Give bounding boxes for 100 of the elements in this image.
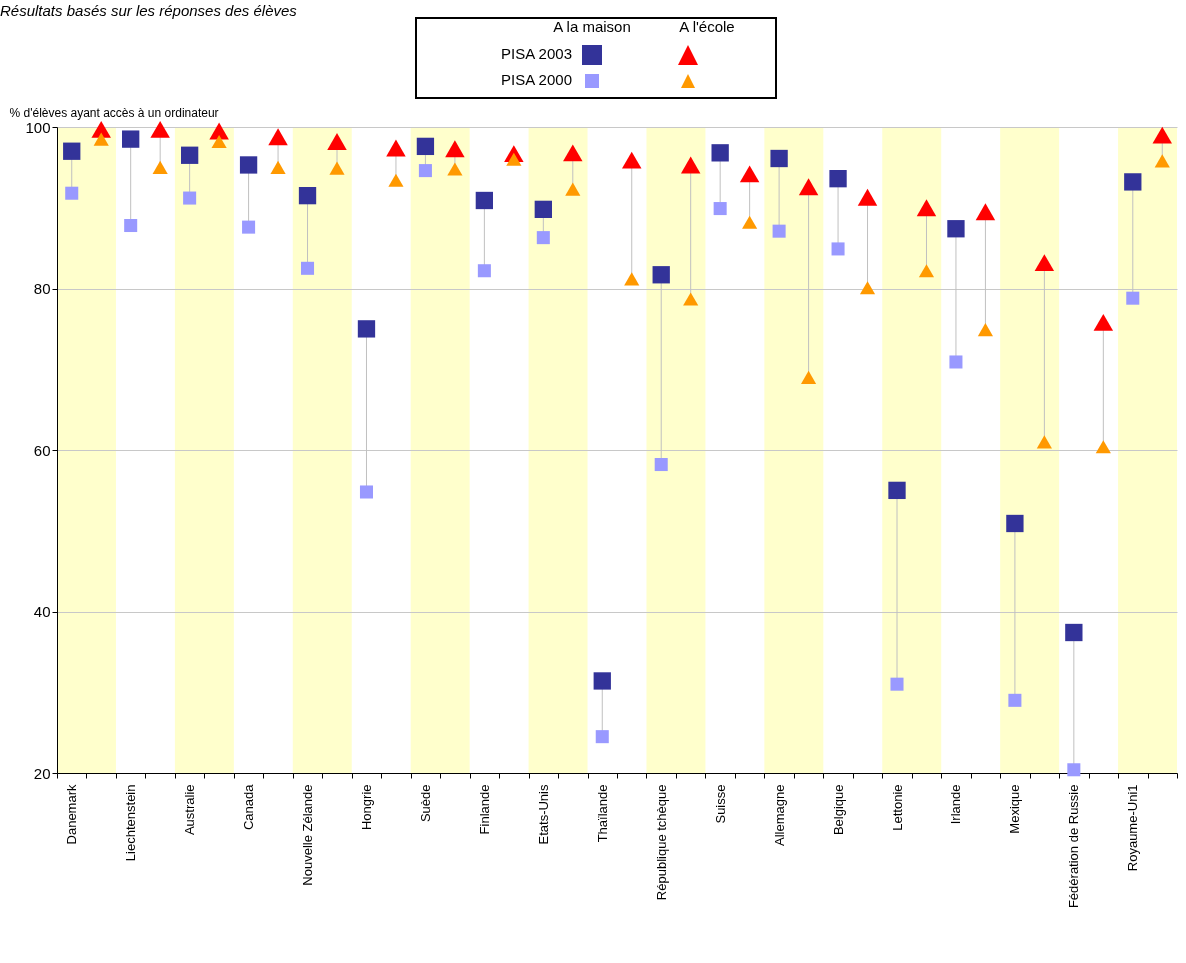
point xyxy=(477,264,491,278)
point xyxy=(1126,291,1140,305)
point xyxy=(447,162,463,176)
point xyxy=(739,165,760,183)
x-tick-label: Nouvelle Zélande xyxy=(300,784,316,886)
point xyxy=(831,242,845,256)
point xyxy=(621,151,642,169)
text: A la maison xyxy=(552,18,632,35)
point xyxy=(798,178,819,196)
point xyxy=(1006,514,1024,533)
point xyxy=(536,231,550,245)
y-tick-label: 100 xyxy=(25,118,51,136)
legend-label: PISA 2000 xyxy=(501,71,572,88)
point xyxy=(916,199,937,217)
point xyxy=(857,188,878,206)
point xyxy=(1036,435,1052,449)
chart-title: Résultats basés sur les réponses des élèves xyxy=(0,2,297,19)
point xyxy=(122,130,140,148)
point xyxy=(683,292,699,306)
point xyxy=(652,266,670,284)
point xyxy=(329,161,345,175)
point xyxy=(359,485,373,499)
point xyxy=(975,203,996,221)
point xyxy=(301,261,315,275)
point xyxy=(1034,254,1055,272)
x-tick-label: Royaume-Uni1 xyxy=(1125,784,1141,872)
point xyxy=(949,355,963,369)
point xyxy=(65,186,79,200)
point xyxy=(93,132,109,146)
point xyxy=(357,320,376,338)
point xyxy=(918,264,935,278)
point xyxy=(1154,154,1170,168)
point xyxy=(1095,440,1111,454)
point xyxy=(742,215,758,229)
point xyxy=(152,160,168,174)
y-tick-label: 60 xyxy=(33,441,51,459)
legend-label: PISA 2003 xyxy=(501,45,572,62)
point xyxy=(829,170,847,188)
point xyxy=(270,160,286,174)
point xyxy=(506,152,522,166)
point xyxy=(801,370,817,384)
point xyxy=(445,140,465,158)
x-tick-label: Allemagne xyxy=(771,784,787,846)
point xyxy=(772,224,786,238)
x-tick-label: Canada xyxy=(241,783,257,831)
x-tick-label: Belgique xyxy=(830,784,846,836)
point xyxy=(680,156,701,174)
x-tick-label: Suisse xyxy=(712,784,728,824)
x-tick-label: Finlande xyxy=(476,784,492,835)
x-tick-label: Hongrie xyxy=(358,784,374,831)
x-tick-label: Irlande xyxy=(948,784,964,825)
point xyxy=(770,149,788,168)
point xyxy=(1152,126,1173,144)
x-tick-label: Liechtenstein xyxy=(123,784,139,862)
x-tick-label: Thaïlande xyxy=(594,784,610,843)
point xyxy=(183,191,197,205)
point xyxy=(565,182,581,196)
point xyxy=(1067,763,1081,777)
point xyxy=(124,219,138,233)
point xyxy=(150,120,170,138)
point xyxy=(947,220,965,238)
point xyxy=(268,128,288,146)
point xyxy=(890,677,904,691)
point xyxy=(595,730,609,744)
x-tick-label: Danemark xyxy=(64,784,80,845)
point xyxy=(1124,173,1142,191)
point xyxy=(388,173,404,187)
point xyxy=(713,202,727,216)
point xyxy=(298,186,317,205)
y-axis-title: % d'élèves ayant accès à un ordinateur xyxy=(9,105,219,120)
point xyxy=(416,137,435,156)
point xyxy=(239,156,258,174)
point xyxy=(180,146,199,164)
point xyxy=(534,200,552,219)
y-tick-label: 40 xyxy=(33,603,51,620)
text: A l'école xyxy=(678,18,736,35)
point xyxy=(654,458,668,472)
y-tick-label: 80 xyxy=(33,280,51,297)
x-tick-label: Lettonie xyxy=(889,784,905,831)
point xyxy=(211,134,227,149)
point xyxy=(593,672,611,690)
point xyxy=(624,272,640,286)
point xyxy=(63,142,81,160)
point xyxy=(418,164,432,178)
point xyxy=(475,191,494,210)
x-tick-label: Suède xyxy=(417,784,433,823)
point xyxy=(977,323,993,337)
point xyxy=(711,144,729,162)
x-tick-label: République tchèque xyxy=(653,784,669,901)
point xyxy=(563,144,583,162)
point xyxy=(859,281,876,295)
x-tick-label: Fédération de Russie xyxy=(1066,784,1082,909)
point xyxy=(327,133,347,150)
point xyxy=(1065,623,1083,642)
point xyxy=(1008,693,1022,707)
x-tick-label: Australie xyxy=(182,784,198,836)
x-tick-label: Mexique xyxy=(1007,784,1023,834)
point xyxy=(242,220,256,234)
point xyxy=(888,481,906,500)
point xyxy=(1093,313,1114,331)
